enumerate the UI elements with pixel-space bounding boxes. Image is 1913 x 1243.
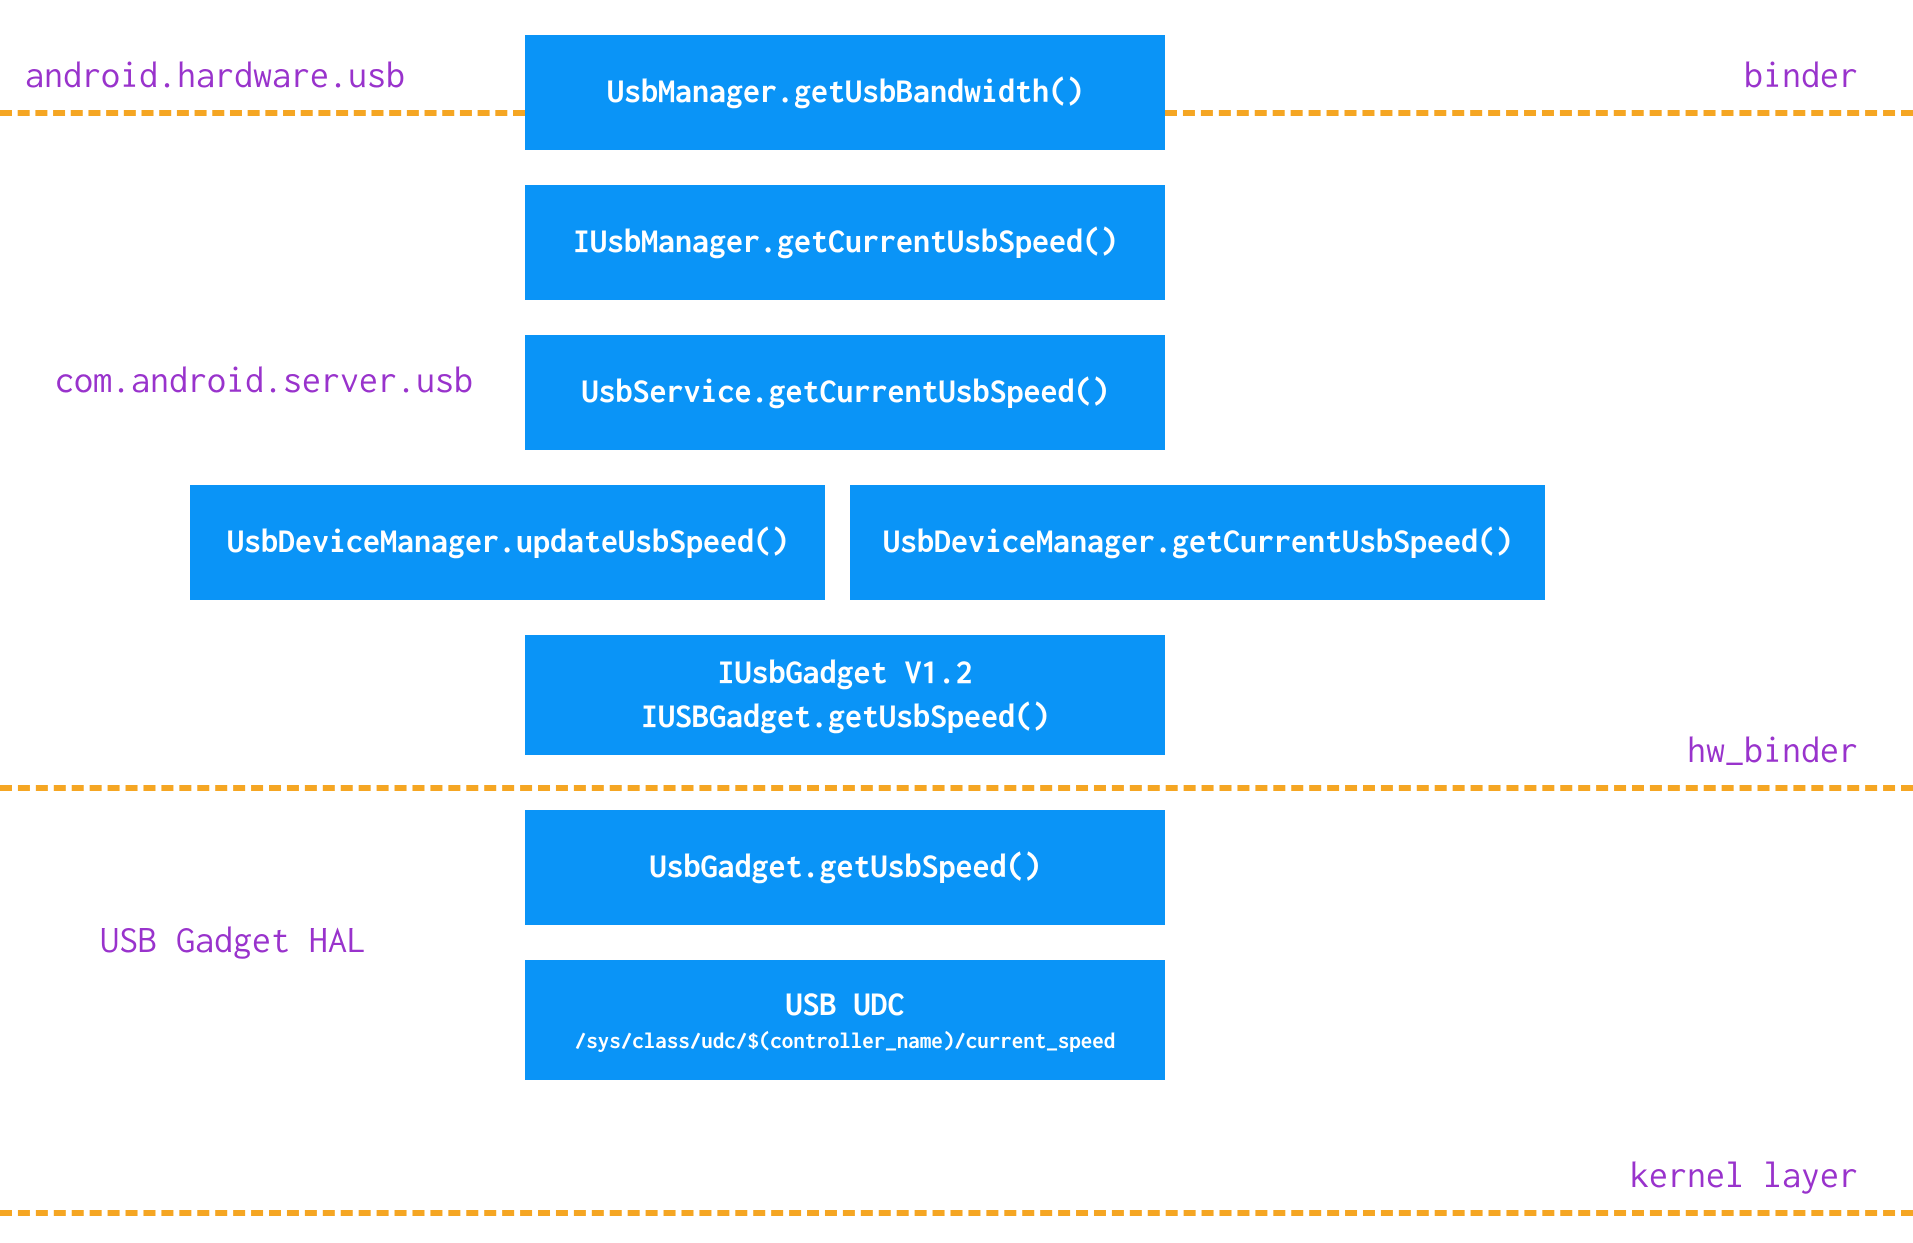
box-iusbmanager-getcurrentusbspeed: IUsbManager.getCurrentUsbSpeed()	[525, 185, 1165, 300]
box-text: UsbManager.getUsbBandwidth()	[607, 70, 1083, 114]
box-text-line2: IUSBGadget.getUsbSpeed()	[641, 695, 1049, 739]
box-usbdevicemanager-updateusbspeed: UsbDeviceManager.updateUsbSpeed()	[190, 485, 825, 600]
box-text-line2: /sys/class/udc/$(controller_name)/curren…	[575, 1027, 1116, 1057]
box-usbgadget-getusbspeed: UsbGadget.getUsbSpeed()	[525, 810, 1165, 925]
label-com-android-server-usb: com.android.server.usb	[55, 360, 473, 400]
box-text-line1: USB UDC	[786, 983, 905, 1027]
box-text: UsbGadget.getUsbSpeed()	[650, 845, 1041, 889]
dash-kernel	[0, 1210, 1913, 1216]
diagram-canvas: android.hardware.usb binder com.android.…	[0, 0, 1913, 1243]
box-usbmanager-getusbbandwidth: UsbManager.getUsbBandwidth()	[525, 35, 1165, 150]
dash-binder-right	[1165, 110, 1913, 116]
dash-binder-left	[0, 110, 525, 116]
box-text: IUsbManager.getCurrentUsbSpeed()	[573, 220, 1117, 264]
dash-hwbinder	[0, 785, 1913, 791]
box-text: UsbService.getCurrentUsbSpeed()	[582, 370, 1109, 414]
box-text: UsbDeviceManager.getCurrentUsbSpeed()	[883, 520, 1512, 564]
box-usbdevicemanager-getcurrentusbspeed: UsbDeviceManager.getCurrentUsbSpeed()	[850, 485, 1545, 600]
label-usb-gadget-hal: USB Gadget HAL	[100, 920, 366, 960]
box-text: UsbDeviceManager.updateUsbSpeed()	[227, 520, 788, 564]
label-hw-binder: hw_binder	[1687, 730, 1858, 770]
label-android-hardware-usb: android.hardware.usb	[25, 55, 405, 95]
box-usb-udc: USB UDC /sys/class/udc/$(controller_name…	[525, 960, 1165, 1080]
box-iusbgadget-v12: IUsbGadget V1.2 IUSBGadget.getUsbSpeed()	[525, 635, 1165, 755]
box-usbservice-getcurrentusbspeed: UsbService.getCurrentUsbSpeed()	[525, 335, 1165, 450]
label-kernel-layer: kernel layer	[1630, 1155, 1858, 1195]
label-binder: binder	[1744, 55, 1858, 95]
box-text-line1: IUsbGadget V1.2	[718, 651, 973, 695]
